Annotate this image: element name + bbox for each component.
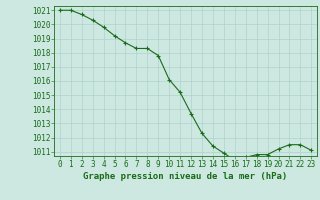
X-axis label: Graphe pression niveau de la mer (hPa): Graphe pression niveau de la mer (hPa) <box>84 172 288 181</box>
